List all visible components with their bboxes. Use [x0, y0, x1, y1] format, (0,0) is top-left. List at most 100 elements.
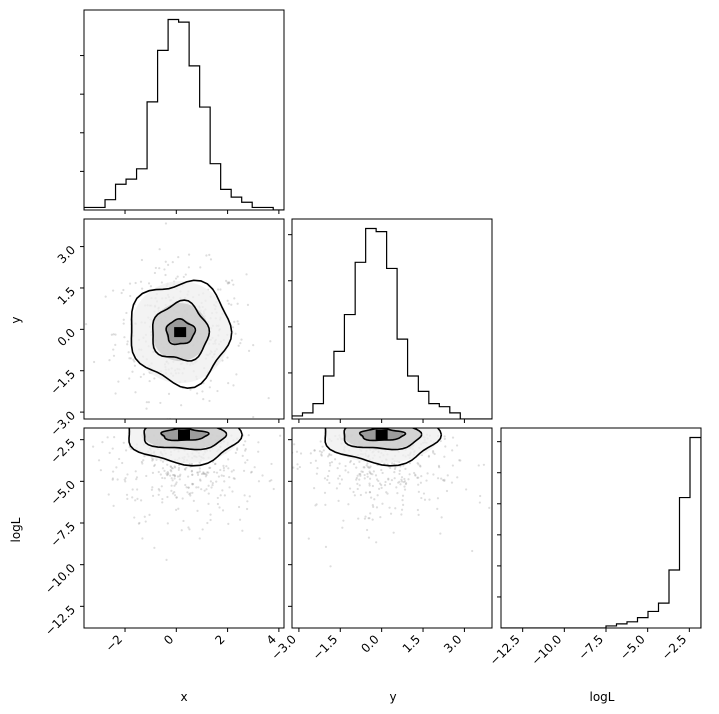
scatter-point [171, 473, 175, 477]
scatter-point [207, 502, 210, 505]
scatter-point [208, 253, 211, 256]
scatter-point [202, 471, 205, 474]
scatter-point [124, 480, 127, 483]
scatter-point [93, 360, 96, 364]
scatter-point [372, 505, 375, 508]
scatter-point [209, 480, 212, 483]
scatter-point [261, 474, 264, 477]
scatter-point [392, 531, 395, 534]
scatter-point [414, 473, 417, 476]
scatter-point [122, 322, 125, 325]
scatter-point [356, 487, 359, 491]
scatter-point [368, 491, 371, 494]
scatter-point [242, 443, 245, 447]
scatter-point [228, 486, 231, 489]
scatter-point [443, 455, 446, 458]
scatter-point [147, 282, 151, 285]
scatter-point [137, 522, 141, 525]
x-tick-label-x: 2 [212, 632, 227, 647]
panel-content-x-logL [91, 428, 282, 561]
histogram-x [84, 18, 284, 210]
scatter-point [148, 513, 151, 517]
scatter-point [107, 493, 110, 496]
scatter-point [313, 449, 316, 452]
scatter-point [393, 471, 396, 474]
scatter-point [207, 484, 210, 487]
scatter-point [208, 466, 211, 469]
scatter-point [213, 470, 216, 474]
scatter-point [173, 491, 176, 494]
scatter-point [157, 470, 160, 474]
scatter-point [132, 358, 135, 361]
scatter-point [124, 476, 127, 480]
scatter-point [285, 500, 287, 502]
scatter-point [222, 466, 225, 470]
scatter-point [245, 507, 249, 511]
scatter-point [362, 466, 365, 469]
y-tick-label-y: 3.0 [55, 243, 78, 266]
scatter-point [145, 401, 148, 404]
scatter-point [419, 464, 422, 467]
scatter-point [309, 461, 312, 465]
scatter-point [110, 333, 113, 336]
scatter-point [231, 279, 234, 282]
scatter-point [232, 283, 235, 286]
scatter-point [393, 462, 396, 466]
scatter-point [296, 467, 299, 470]
scatter-point [170, 484, 173, 487]
scatter-point [203, 472, 206, 476]
x-tick-label-x: −2 [103, 632, 125, 654]
scatter-point [111, 289, 115, 292]
scatter-point [324, 545, 328, 548]
scatter-point [414, 474, 417, 477]
scatter-point [145, 407, 148, 410]
scatter-point [188, 492, 191, 496]
scatter-point [371, 484, 375, 488]
scatter-point [186, 491, 189, 494]
scatter-point [364, 515, 367, 518]
scatter-point [420, 496, 423, 500]
scatter-point [236, 320, 239, 323]
scatter-point [173, 494, 177, 497]
scatter-point [337, 499, 340, 502]
scatter-point [318, 450, 322, 453]
scatter-point [338, 474, 341, 477]
scatter-point [438, 466, 441, 469]
scatter-point [451, 449, 454, 452]
scatter-point [223, 494, 226, 497]
scatter-point [458, 459, 461, 462]
scatter-point [368, 477, 372, 480]
contour-level-0.39 [165, 317, 197, 346]
scatter-point [459, 459, 462, 462]
scatter-point [178, 478, 181, 481]
scatter-point [416, 462, 419, 465]
x-axis-label-logL: logL [590, 690, 615, 704]
scatter-point [358, 478, 361, 481]
scatter-point [111, 478, 114, 481]
scatter-point [216, 389, 219, 393]
scatter-point [133, 360, 136, 363]
x-tick-label-y: −1.5 [310, 632, 341, 663]
scatter-point [436, 477, 440, 480]
scatter-point [373, 498, 376, 501]
scatter-point [396, 492, 399, 495]
scatter-point [236, 302, 239, 305]
scatter-point [326, 478, 329, 481]
y-tick-label-y: −1.5 [48, 367, 79, 398]
scatter-point [281, 460, 283, 462]
scatter-point [173, 477, 176, 480]
scatter-point [381, 471, 384, 475]
scatter-point [173, 475, 176, 478]
scatter-point [397, 481, 400, 484]
scatter-point [403, 488, 407, 491]
scatter-point [171, 479, 174, 482]
scatter-point [202, 472, 205, 475]
scatter-point [375, 506, 379, 509]
scatter-point [237, 322, 240, 326]
scatter-point [398, 480, 401, 483]
scatter-point [366, 472, 369, 476]
panel-logL-logL: −12.5 −10.0 −7.5 −5.0 −2.5 [487, 427, 702, 668]
scatter-point [377, 479, 380, 483]
scatter-point [176, 475, 180, 478]
scatter-point [419, 481, 422, 484]
